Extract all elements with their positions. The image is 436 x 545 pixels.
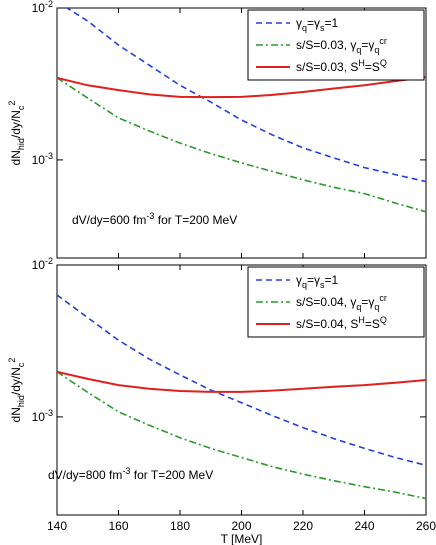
x-axis-label: T [MeV] [221, 532, 263, 545]
annotation: dV/dy=600 fm-3 for T=200 MeV [72, 211, 237, 227]
legend-label: s/S=0.04, γq=γqcr [296, 293, 387, 312]
series-line [57, 370, 426, 393]
x-tick-label: 260 [416, 519, 436, 533]
series-line [57, 294, 426, 467]
series-line [57, 76, 426, 99]
series-line [65, 8, 426, 183]
x-tick-label: 180 [170, 519, 190, 533]
x-tick-label: 140 [47, 519, 67, 533]
panel: 10-3 10-2 dNhid/dy/Nc2 dV/dy=600 fm-3 for T… [7, 0, 427, 259]
legend-label: γq=γs=1 [296, 16, 339, 33]
annotation: dV/dy=800 fm-3 for T=200 MeV [48, 466, 213, 482]
x-tick-label: 240 [354, 519, 374, 533]
y-tick-label: 10-2 [32, 256, 53, 272]
legend-label: s/S=0.03, γq=γqcr [296, 36, 387, 55]
x-tick-label: 220 [293, 519, 313, 533]
series-line [57, 371, 426, 500]
legend-label: s/S=0.03, SH=SQ [296, 58, 387, 74]
lines [57, 294, 426, 500]
x-tick-label: 160 [108, 519, 128, 533]
y-axis-label: dNhid/dy/Nc2 [7, 358, 26, 423]
y-tick-label: 10-3 [32, 408, 53, 424]
y-tick-label: 10-3 [32, 151, 53, 167]
x-tick-label: 200 [231, 519, 251, 533]
panel: 140 160 180 200 220 240 260 10-3 10-2 dNhid/dy/Nc… [7, 256, 436, 545]
y-tick-label: 10-2 [32, 0, 53, 15]
legend-label: s/S=0.04, SH=SQ [296, 315, 387, 331]
legend-label: γq=γs=1 [296, 273, 339, 290]
lines [57, 8, 426, 213]
series-line [57, 77, 426, 213]
y-axis-label: dNhid/dy/Nc2 [7, 101, 26, 166]
